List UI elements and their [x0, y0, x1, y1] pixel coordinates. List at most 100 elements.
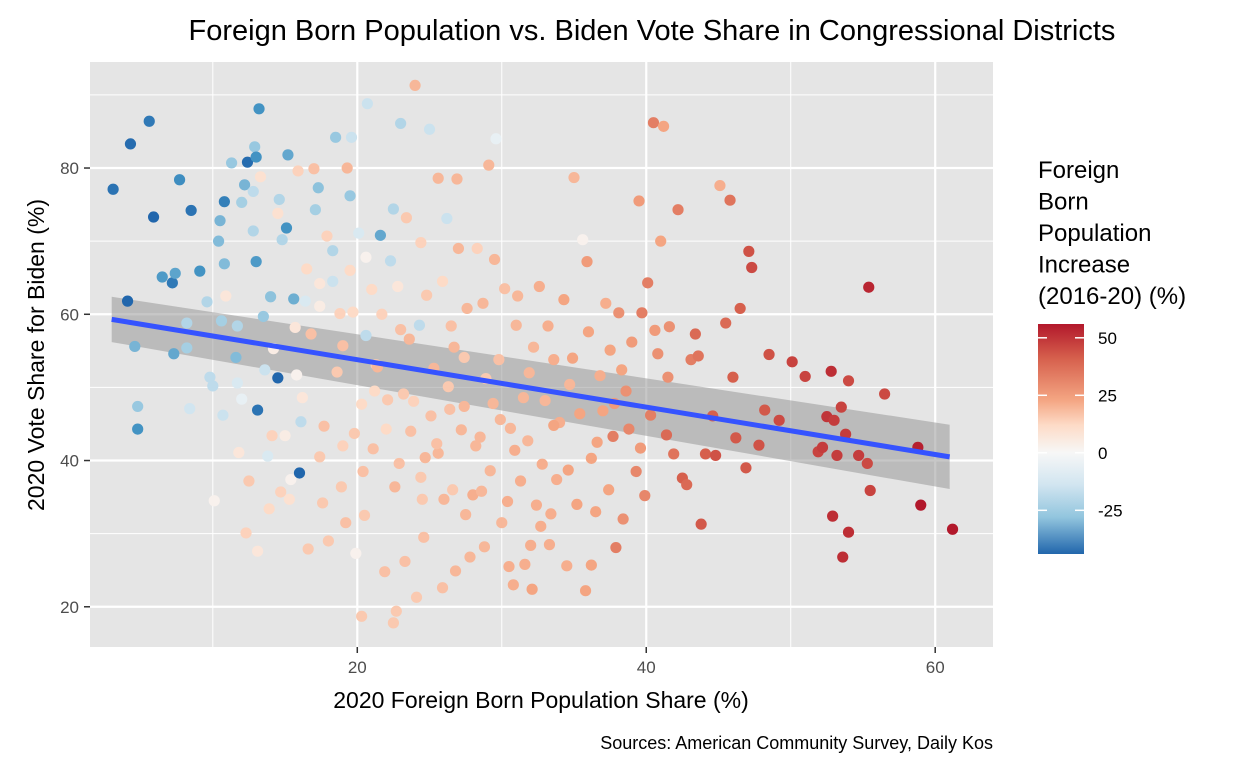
data-point: [617, 513, 629, 525]
data-point: [322, 535, 334, 547]
data-point: [272, 372, 284, 384]
legend-title-line: Born: [1038, 189, 1089, 216]
data-point: [581, 256, 593, 268]
legend-tick-label: -25: [1098, 501, 1123, 520]
data-point: [345, 131, 358, 143]
data-point: [273, 193, 285, 206]
data-point: [461, 302, 473, 315]
data-point: [266, 430, 278, 442]
data-point: [514, 475, 527, 487]
data-point: [384, 255, 397, 267]
data-point: [382, 394, 394, 406]
data-point: [413, 319, 426, 331]
data-point: [471, 242, 483, 255]
data-point: [215, 315, 228, 327]
data-point: [623, 423, 635, 435]
data-point: [853, 449, 865, 462]
data-point: [786, 356, 798, 368]
data-point: [501, 495, 514, 508]
data-point: [276, 234, 288, 246]
data-point: [247, 185, 259, 198]
data-point: [634, 442, 647, 454]
data-point: [156, 271, 168, 283]
data-point: [423, 123, 436, 135]
data-point: [356, 610, 368, 622]
data-point: [740, 462, 752, 474]
data-point: [642, 277, 654, 289]
data-point: [603, 484, 615, 496]
data-point: [449, 565, 462, 577]
data-point: [247, 225, 259, 237]
data-point: [604, 344, 616, 356]
data-point: [526, 583, 538, 595]
data-point: [649, 324, 661, 336]
data-point: [566, 352, 579, 364]
data-point: [636, 307, 648, 319]
data-point: [545, 508, 557, 520]
data-point: [361, 98, 374, 110]
data-point: [243, 475, 255, 487]
data-point: [132, 400, 144, 413]
data-point: [600, 297, 612, 309]
data-point: [421, 289, 433, 301]
data-point: [759, 404, 771, 416]
data-point: [217, 409, 229, 421]
data-point: [337, 340, 349, 352]
legend-tick-label: 25: [1098, 386, 1117, 405]
data-point: [132, 423, 144, 435]
data-point: [655, 235, 667, 247]
legend-title-line: Increase: [1038, 252, 1130, 279]
data-point: [356, 398, 368, 410]
data-point: [299, 295, 311, 307]
data-point: [647, 117, 660, 129]
data-point: [181, 317, 193, 329]
data-point: [548, 419, 560, 432]
data-point: [753, 439, 765, 451]
data-point: [321, 230, 333, 242]
data-point: [392, 280, 404, 293]
data-point: [360, 251, 372, 263]
data-point: [357, 465, 369, 478]
data-point: [415, 237, 427, 249]
data-point: [543, 539, 556, 551]
data-point: [279, 430, 291, 442]
data-point: [293, 467, 306, 479]
data-point: [535, 520, 547, 532]
data-point: [214, 215, 226, 227]
data-point: [367, 443, 379, 455]
data-point: [204, 371, 216, 383]
data-point: [447, 484, 459, 496]
data-point: [201, 296, 213, 308]
data-point: [616, 364, 628, 376]
data-point: [436, 275, 449, 287]
data-point: [689, 328, 701, 340]
data-point: [390, 605, 402, 617]
data-point: [539, 394, 551, 407]
data-point: [395, 117, 407, 130]
data-point: [408, 395, 420, 407]
data-point: [460, 509, 472, 521]
data-point: [477, 297, 489, 309]
data-point: [241, 156, 254, 168]
data-point: [250, 256, 262, 268]
data-point: [441, 212, 453, 225]
data-point: [773, 414, 785, 426]
data-point: [720, 317, 732, 329]
y-axis-tick-label: 60: [60, 305, 79, 324]
chart-caption: Sources: American Community Survey, Dail…: [600, 733, 993, 753]
data-point: [743, 245, 755, 257]
data-point: [663, 321, 675, 333]
data-point: [730, 432, 742, 444]
data-point: [285, 473, 297, 486]
data-point: [597, 405, 609, 417]
data-point: [662, 371, 674, 383]
data-point: [380, 423, 392, 435]
data-point: [863, 281, 875, 293]
data-point: [236, 196, 248, 208]
data-point: [561, 560, 573, 572]
data-point: [231, 320, 243, 332]
data-point: [212, 235, 225, 247]
data-point: [438, 493, 450, 505]
data-point: [389, 481, 401, 493]
legend-title-line: (2016-20) (%): [1038, 283, 1186, 310]
